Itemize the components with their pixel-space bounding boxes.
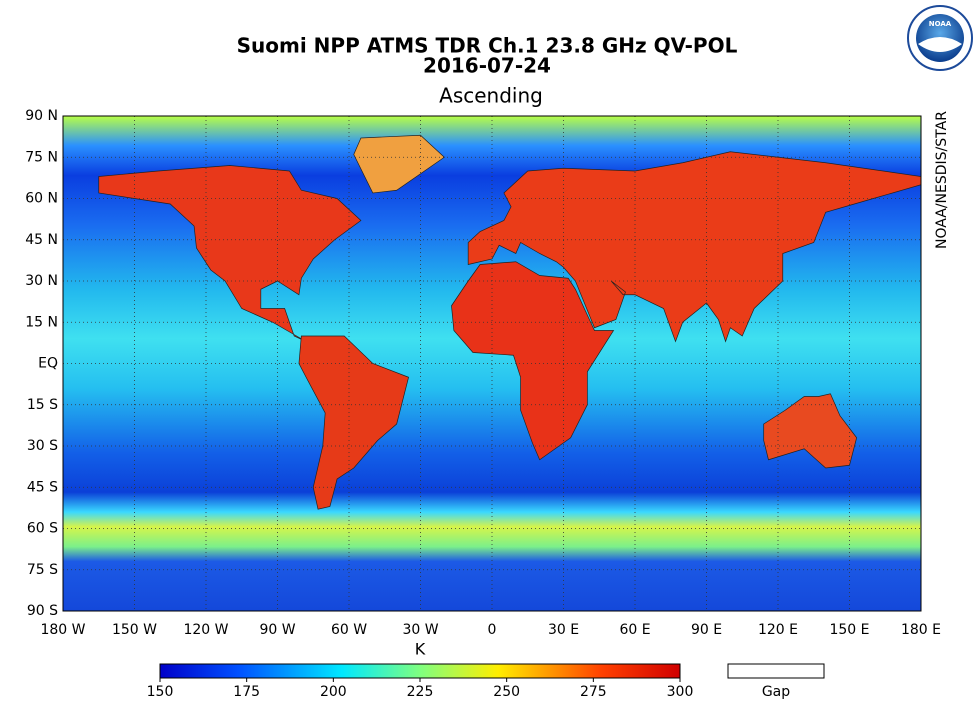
lat-tick-label: 90 S <box>27 603 58 619</box>
map-frame <box>62 115 922 612</box>
lon-tick-label: 180 W <box>40 622 85 638</box>
colorbar-tick-label: 225 <box>407 684 434 700</box>
lon-tick-label: 30 E <box>548 622 579 638</box>
lat-tick-label: EQ <box>38 356 58 372</box>
lon-tick-label: 60 W <box>331 622 367 638</box>
lon-tick-label: 90 E <box>691 622 722 638</box>
continent <box>98 165 362 342</box>
gap-box <box>727 663 825 679</box>
colorbar-tick-label: 150 <box>147 684 174 700</box>
gap-label: Gap <box>762 684 790 700</box>
continent <box>298 335 409 510</box>
continent <box>451 261 615 461</box>
lat-tick-label: 15 S <box>27 397 58 413</box>
subtitle: Ascending <box>439 84 543 108</box>
lat-tick-label: 60 N <box>25 191 58 207</box>
land <box>98 134 922 510</box>
lon-tick-label: 120 E <box>758 622 798 638</box>
lon-tick-label: 90 W <box>259 622 295 638</box>
lat-tick-label: 30 N <box>25 273 58 289</box>
colorbar-tick-label: 250 <box>493 684 520 700</box>
lat-tick-label: 60 S <box>27 521 58 537</box>
lat-tick-label: 75 N <box>25 149 58 165</box>
logo-text: NOAA <box>929 20 952 28</box>
lat-tick-label: 15 N <box>25 314 58 330</box>
lat-tick-label: 30 S <box>27 438 58 454</box>
lon-tick-label: 120 W <box>183 622 228 638</box>
continent <box>763 393 858 469</box>
colorbar-label: K <box>415 640 426 659</box>
lat-tick-label: 75 S <box>27 562 58 578</box>
colorbar-tick-label: 200 <box>320 684 347 700</box>
lon-tick-label: 150 W <box>112 622 157 638</box>
lat-tick-label: 45 N <box>25 232 58 248</box>
title: Suomi NPP ATMS TDR Ch.1 23.8 GHz QV-POL <box>237 34 738 58</box>
colorbar-tick-label: 275 <box>580 684 607 700</box>
lon-tick-label: 150 E <box>829 622 869 638</box>
credit: NOAA/NESDIS/STAR <box>934 111 950 249</box>
lon-tick-label: 30 W <box>402 622 438 638</box>
lat-tick-label: 45 S <box>27 479 58 495</box>
colorbar-tick-label: 175 <box>233 684 260 700</box>
lon-tick-label: 60 E <box>619 622 650 638</box>
lon-tick-label: 0 <box>488 622 497 638</box>
colorbar <box>159 663 681 679</box>
continent <box>353 134 445 194</box>
logo-bird <box>918 37 962 52</box>
date: 2016-07-24 <box>423 54 551 78</box>
lat-tick-label: 90 N <box>25 108 58 124</box>
colorbar-tick-label: 300 <box>667 684 694 700</box>
lon-tick-label: 180 E <box>901 622 941 638</box>
